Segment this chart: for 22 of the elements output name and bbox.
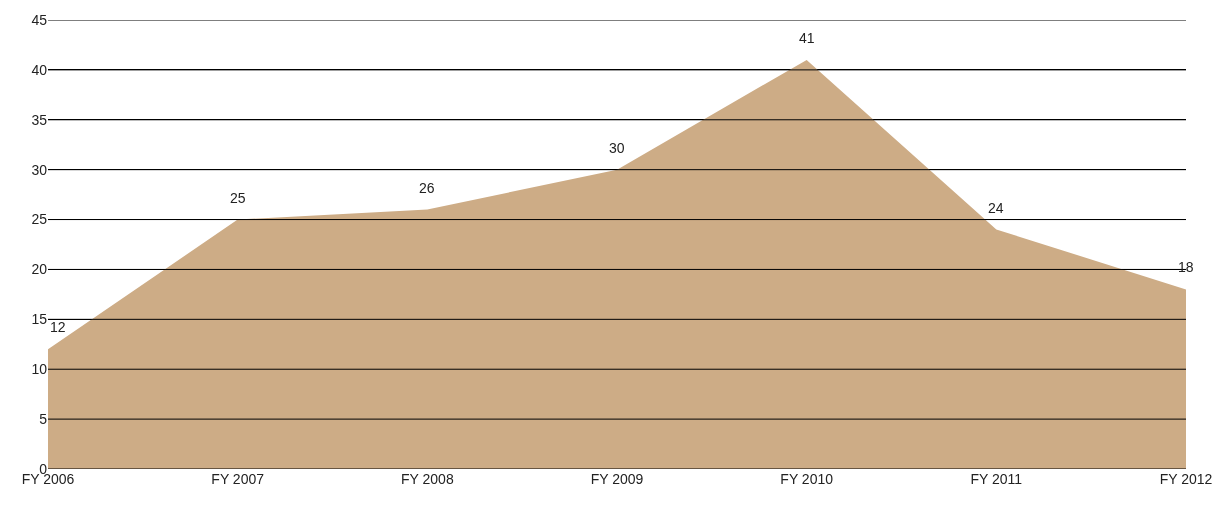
y-tick-label: 35 <box>31 111 48 128</box>
x-tick-label: FY 2007 <box>211 471 265 487</box>
data-label: 25 <box>230 190 246 206</box>
y-tick-label: 5 <box>39 411 48 428</box>
data-label: 30 <box>609 140 625 156</box>
x-tick-label: FY 2009 <box>590 471 644 487</box>
data-label: 18 <box>1178 259 1194 275</box>
y-tick-label: 10 <box>31 361 48 378</box>
x-tick-label: FY 2010 <box>780 471 834 487</box>
y-tick-label: 30 <box>31 161 48 178</box>
y-tick-label: 25 <box>31 211 48 228</box>
y-tick-label: 40 <box>31 61 48 78</box>
x-tick-label: FY 2011 <box>970 471 1023 487</box>
data-label: 12 <box>50 319 66 335</box>
y-tick-label: 20 <box>31 261 48 278</box>
y-tick-label: 15 <box>31 311 48 328</box>
data-label: 26 <box>419 180 435 196</box>
y-tick-label: 45 <box>31 11 48 28</box>
data-label: 24 <box>988 200 1004 216</box>
data-label: 41 <box>799 30 815 46</box>
x-tick-label: FY 2012 <box>1159 471 1213 487</box>
x-tick-label: FY 2008 <box>400 471 454 487</box>
